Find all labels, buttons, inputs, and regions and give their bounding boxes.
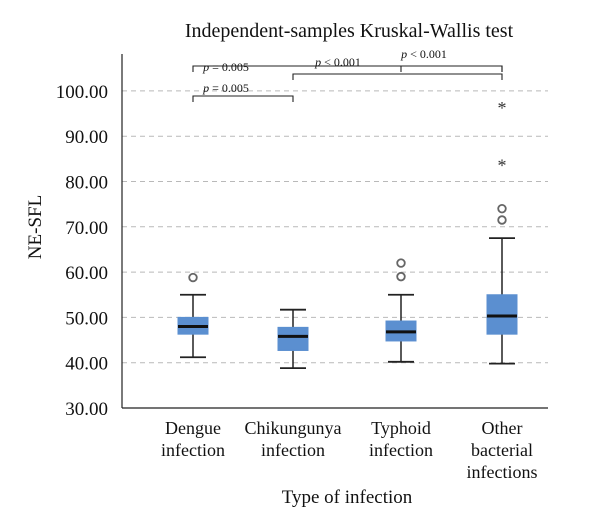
chart-title: Independent-samples Kruskal-Wallis test (185, 20, 514, 42)
significance-bracket (192, 95, 294, 102)
y-tick-label: 30.00 (65, 399, 108, 420)
x-category-label: Chikungunya infection (245, 418, 342, 460)
significance-label: p < 0.001 (400, 47, 447, 61)
y-tick-label: 60.00 (65, 263, 108, 284)
y-tick-label: 70.00 (65, 218, 108, 239)
significance-label: p = 0.005 (202, 81, 249, 95)
significance-bracket (292, 73, 503, 80)
significance-label: p = 0.005 (202, 60, 249, 74)
x-axis-label: Type of infection (282, 487, 413, 508)
outlier-point (396, 271, 406, 282)
outlier-point (497, 203, 507, 214)
y-tick-label: 100.00 (56, 82, 108, 103)
extreme-outlier-point: * (498, 156, 507, 176)
extreme-outlier-point: * (498, 98, 507, 118)
y-axis-label: NE-SFL (25, 195, 46, 259)
outlier-point (396, 258, 406, 268)
x-category-label: Other bacterial infections (467, 418, 538, 482)
plot-area: 30.00 40.00 50.00 60.00 70.00 80.00 90.00 100.0… (56, 47, 548, 482)
outlier-point (497, 215, 507, 225)
outlier-point (188, 272, 198, 283)
x-category-label: Dengue infection (161, 418, 225, 460)
y-tick-label: 90.00 (65, 127, 108, 148)
box (277, 326, 309, 351)
significance-bracket (400, 65, 503, 72)
significance-label: p < 0.001 (314, 55, 361, 69)
y-tick-label: 50.00 (65, 308, 108, 329)
y-tick-label: 40.00 (65, 354, 108, 375)
y-tick-label: 80.00 (65, 173, 108, 194)
x-category-label: Typhoid infection (369, 418, 433, 460)
box (486, 294, 518, 335)
